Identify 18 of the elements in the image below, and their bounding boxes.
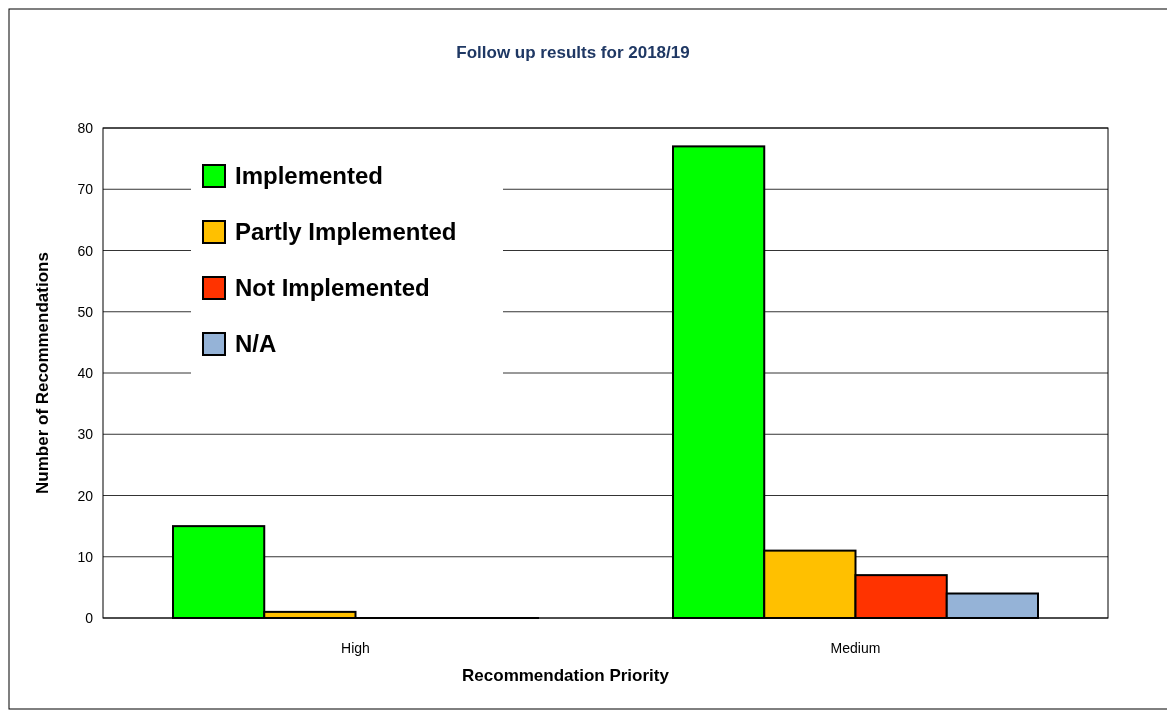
y-tick-label: 50 (77, 303, 94, 320)
chart-title: Follow up results for 2018/19 (456, 43, 690, 62)
y-axis-title: Number of Recommendations (33, 252, 52, 494)
y-tick-label: 10 (77, 548, 94, 565)
legend-label: N/A (235, 330, 277, 357)
y-tick-label: 80 (77, 120, 94, 136)
x-tick-label: Medium (830, 640, 881, 656)
y-tick-label: 30 (77, 426, 94, 443)
legend-label: Implemented (235, 162, 384, 189)
legend-label: Not Implemented (235, 274, 430, 301)
y-tick-label: 60 (77, 242, 94, 259)
y-tick-label: 0 (85, 610, 94, 626)
legend-label: Partly Implemented (235, 218, 457, 245)
x-axis-title: Recommendation Priority (462, 666, 670, 685)
x-tick-label: High (341, 640, 370, 656)
y-tick-label: 70 (77, 181, 94, 198)
y-tick-label: 20 (77, 487, 94, 504)
y-tick-label: 40 (77, 365, 94, 381)
